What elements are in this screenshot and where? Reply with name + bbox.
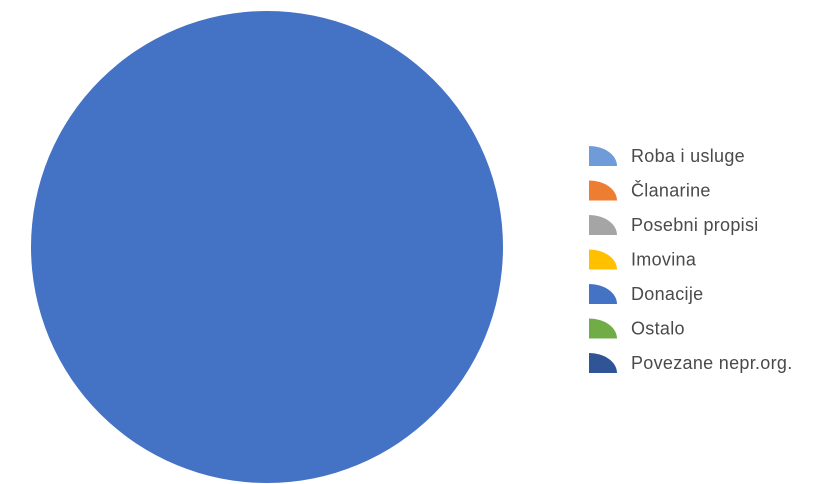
- legend-item-2: Posebni propisi: [589, 215, 759, 235]
- legend-swatch-6: [589, 353, 617, 373]
- legend-item-3: Imovina: [589, 249, 697, 270]
- pie-slice-4: [31, 11, 503, 483]
- legend-label-2: Posebni propisi: [631, 215, 759, 235]
- legend-item-5: Ostalo: [589, 318, 685, 339]
- legend-swatch-3: [589, 249, 617, 270]
- legend-swatch-0: [589, 146, 617, 166]
- legend-item-0: Roba i usluge: [589, 146, 745, 166]
- legend-label-0: Roba i usluge: [631, 146, 745, 166]
- legend-swatch-1: [589, 180, 617, 201]
- legend-label-4: Donacije: [631, 284, 703, 304]
- legend-label-3: Imovina: [631, 250, 697, 270]
- legend-swatch-4: [589, 284, 617, 304]
- legend-swatch-2: [589, 215, 617, 235]
- legend-item-4: Donacije: [589, 284, 703, 304]
- legend-label-6: Povezane nepr.org.: [631, 353, 793, 373]
- legend-label-5: Ostalo: [631, 319, 685, 339]
- legend-item-6: Povezane nepr.org.: [589, 353, 793, 373]
- legend: Roba i usluge Članarine Posebni propisi Imo…: [589, 146, 793, 373]
- pie-slices: [31, 11, 503, 483]
- legend-label-1: Članarine: [631, 180, 711, 201]
- legend-item-1: Članarine: [589, 180, 711, 201]
- legend-swatch-5: [589, 318, 617, 339]
